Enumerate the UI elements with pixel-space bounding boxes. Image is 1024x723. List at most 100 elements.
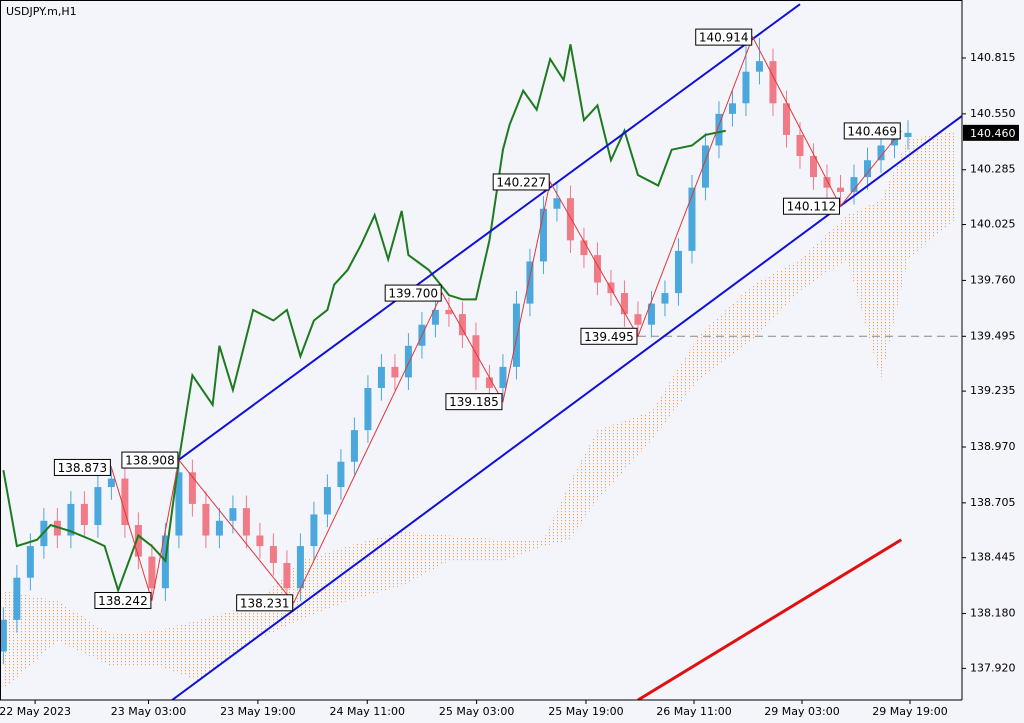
x-tick-label: 25 May 19:00 (548, 705, 623, 718)
x-tick-label: 23 May 03:00 (111, 705, 186, 718)
candle-body (337, 461, 345, 488)
candle-body (121, 478, 129, 525)
candle-body (890, 137, 898, 146)
chart-title: USDJPY.m,H1 (6, 5, 77, 18)
candle-body (512, 303, 520, 367)
candle-body (526, 261, 534, 304)
zigzag-label: 138.231 (240, 596, 290, 610)
x-tick-label: 26 May 11:00 (656, 705, 731, 718)
candle-body (701, 145, 709, 188)
candle-body (593, 255, 601, 283)
x-tick-label: 24 May 11:00 (330, 705, 405, 718)
y-tick-label: 140.815 (970, 51, 1016, 64)
zigzag-label: 140.469 (847, 124, 897, 138)
y-tick-label: 138.445 (970, 551, 1016, 564)
y-tick-label: 138.180 (970, 607, 1016, 620)
candle-body (485, 377, 493, 388)
candle-body (661, 293, 669, 304)
x-tick-label: 22 May 2023 (0, 705, 71, 718)
zigzag-label-box (580, 327, 638, 345)
zigzag-label: 138.242 (98, 594, 148, 608)
zigzag-label-box (782, 197, 840, 215)
zigzag-label: 139.700 (388, 287, 438, 301)
candle-body (499, 366, 507, 388)
zigzag-label: 139.185 (449, 395, 499, 409)
zigzag-label: 138.873 (58, 461, 108, 475)
candle-body (715, 113, 723, 146)
candle-body (175, 472, 183, 536)
candle-body (80, 503, 88, 525)
y-tick-label: 138.705 (970, 496, 1016, 509)
candle-body (634, 314, 642, 325)
zigzag-label-box (695, 28, 753, 46)
candle-body (742, 71, 750, 104)
zigzag-label-box (121, 451, 179, 469)
zigzag-label-box (53, 458, 111, 476)
y-tick-label: 139.760 (970, 273, 1016, 286)
x-tick-label: 29 May 03:00 (764, 705, 839, 718)
candle-body (350, 430, 358, 462)
candle-body (134, 525, 142, 557)
zigzag-label-box (492, 173, 550, 191)
candle-body (202, 503, 210, 536)
candle-body (107, 478, 115, 488)
candle-body (391, 366, 399, 378)
indicator-line (178, 3, 801, 461)
candle-body (26, 546, 34, 578)
current-price-label: 140.460 (970, 127, 1016, 140)
candle-body (67, 503, 75, 536)
candle-body (242, 508, 250, 536)
candle-body (458, 314, 466, 336)
x-tick-label: 23 May 19:00 (220, 705, 295, 718)
candle-body (728, 103, 736, 114)
candle-body (620, 293, 628, 315)
candle-body (188, 472, 196, 504)
candle-body (850, 177, 858, 192)
candle-body (431, 309, 439, 325)
zigzag-label-box (843, 122, 901, 140)
zigzag-label-box (94, 591, 152, 609)
indicator-line (2, 44, 726, 594)
candle-body (796, 134, 804, 157)
candle-body (296, 546, 304, 589)
annotations: 138.873 138.242 138.908 138.231 139.700 139.1… (53, 28, 901, 612)
candle-body (782, 103, 790, 135)
candle-body (0, 619, 7, 652)
candle-body (94, 487, 102, 525)
y-tick-label: 138.970 (970, 440, 1016, 453)
candle-body (445, 309, 453, 315)
zigzag-label-box (384, 284, 442, 302)
candle-body (809, 156, 817, 178)
y-tick-label: 140.550 (970, 107, 1016, 120)
candle-body (364, 387, 372, 431)
candle-body (472, 335, 480, 378)
candle-body (553, 198, 561, 209)
indicator-line (637, 538, 903, 700)
y-tick-label: 140.285 (970, 163, 1016, 176)
ichimoku-cloud (3, 130, 956, 690)
candle-body (566, 198, 574, 241)
candle-body (877, 145, 885, 161)
candle-body (580, 240, 588, 256)
y-tick-label: 139.235 (970, 384, 1016, 397)
candle-body (539, 208, 547, 262)
x-tick-label: 25 May 03:00 (439, 705, 514, 718)
candle-body (674, 250, 682, 294)
y-tick-label: 140.025 (970, 218, 1016, 231)
zigzag-label-box (445, 393, 503, 411)
candle-body (229, 508, 237, 521)
axes: 140.815 140.550 140.285 140.025 139.760 139.4… (0, 51, 1019, 718)
current-price-tag (963, 124, 1019, 141)
y-tick-label: 137.920 (970, 661, 1016, 674)
zigzag-line (110, 35, 902, 604)
candle-body (310, 514, 318, 547)
y-tick-label: 139.495 (970, 329, 1016, 342)
candle-body (323, 487, 331, 515)
zigzag-label: 140.112 (787, 200, 837, 214)
candle-body (256, 535, 264, 547)
candle-body (53, 520, 61, 536)
zigzag-label: 140.914 (699, 31, 749, 45)
candle-body (269, 546, 277, 563)
